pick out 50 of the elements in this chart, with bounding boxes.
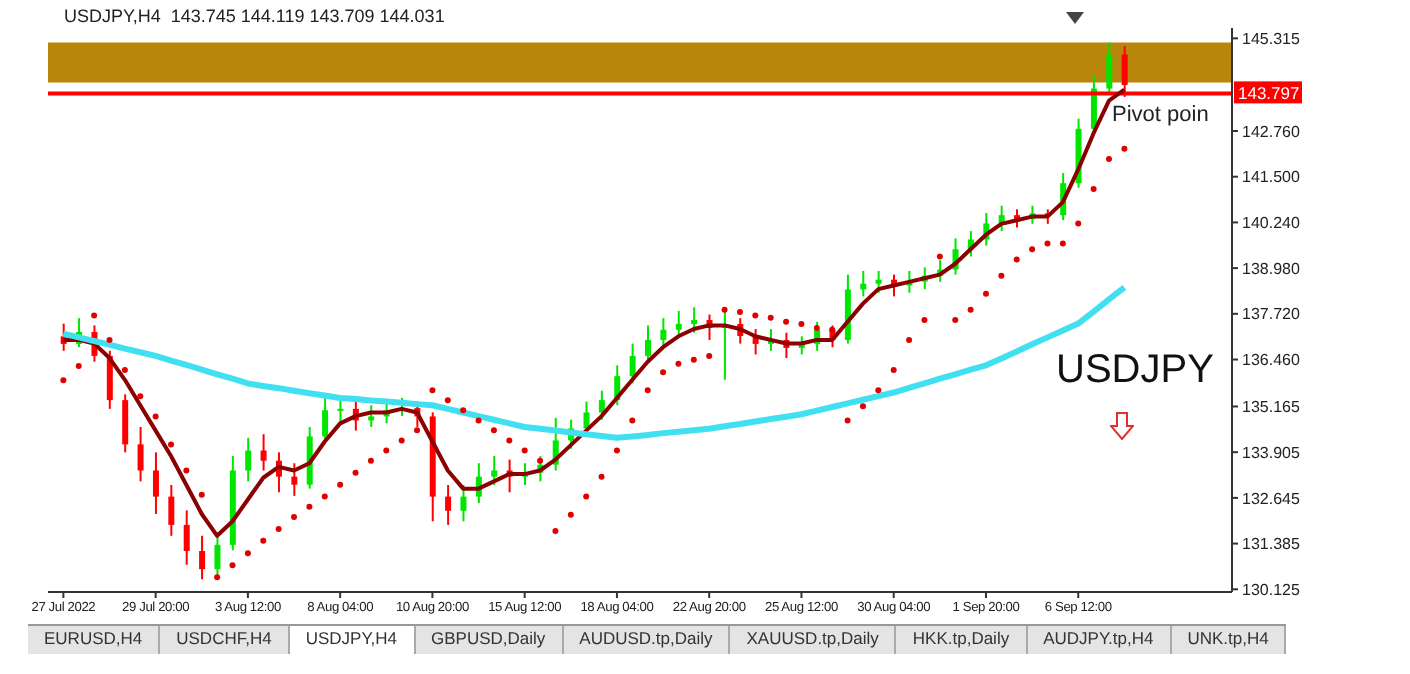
text: USDCHF,H4 — [160, 626, 290, 654]
y-tick-label: 142.760 — [1242, 122, 1301, 141]
candlestick — [214, 531, 221, 577]
chart-title: USDJPY,H4 143.745 144.119 143.709 144.031 — [64, 6, 445, 26]
candlestick — [137, 425, 144, 483]
text: AUDUSD.tp,Daily — [563, 626, 731, 654]
text: UNK.tp,H4 — [1171, 626, 1287, 654]
y-tick-label: 138.980 — [1242, 259, 1301, 278]
text: XAUUSD.tp,Daily — [730, 626, 897, 654]
candlestick — [368, 404, 375, 428]
candlestick — [675, 309, 682, 338]
ref-line-label: 143.797 — [1238, 83, 1300, 104]
candlestick — [199, 534, 206, 581]
y-tick-label: 141.500 — [1242, 168, 1301, 187]
candlestick — [491, 454, 498, 486]
candlestick — [291, 462, 298, 497]
annotation: USDJPY — [1056, 348, 1214, 394]
candlestick — [645, 324, 651, 363]
candlestick — [152, 451, 159, 516]
candlestick — [875, 270, 882, 294]
y-tick-label: 130.125 — [1242, 580, 1301, 599]
candlestick — [629, 342, 636, 385]
candlestick — [691, 306, 698, 334]
candlestick — [122, 393, 129, 454]
y-tick-label: 136.460 — [1242, 351, 1301, 370]
y-tick-label: 133.905 — [1242, 443, 1301, 462]
candlestick — [445, 484, 452, 526]
y-tick-label: 137.720 — [1242, 305, 1301, 324]
y-tick-label: 140.240 — [1242, 214, 1301, 233]
text: GBPUSD,Daily — [415, 626, 564, 654]
y-tick-label: 132.645 — [1242, 489, 1301, 508]
candlestick — [260, 433, 267, 472]
y-tick-label: 145.315 — [1242, 30, 1301, 49]
candlestick — [460, 484, 467, 523]
candlestick — [1106, 41, 1113, 95]
annotation: Pivot poin — [1112, 103, 1209, 128]
y-tick-label: 135.165 — [1242, 398, 1301, 417]
candlestick — [598, 389, 605, 421]
candlestick — [168, 484, 175, 537]
text: EURUSD,H4 — [28, 626, 161, 654]
candlestick — [860, 270, 867, 298]
candlestick — [322, 393, 329, 443]
y-tick-label: 131.385 — [1242, 535, 1301, 554]
text: USDJPY,H4 — [289, 626, 415, 654]
candlestick — [183, 509, 190, 566]
candlestick — [337, 396, 344, 425]
candlestick — [660, 317, 667, 349]
candlestick — [245, 436, 252, 483]
text: HKK.tp,Daily — [896, 626, 1028, 654]
text: AUDJPY.tp,H4 — [1027, 626, 1172, 654]
